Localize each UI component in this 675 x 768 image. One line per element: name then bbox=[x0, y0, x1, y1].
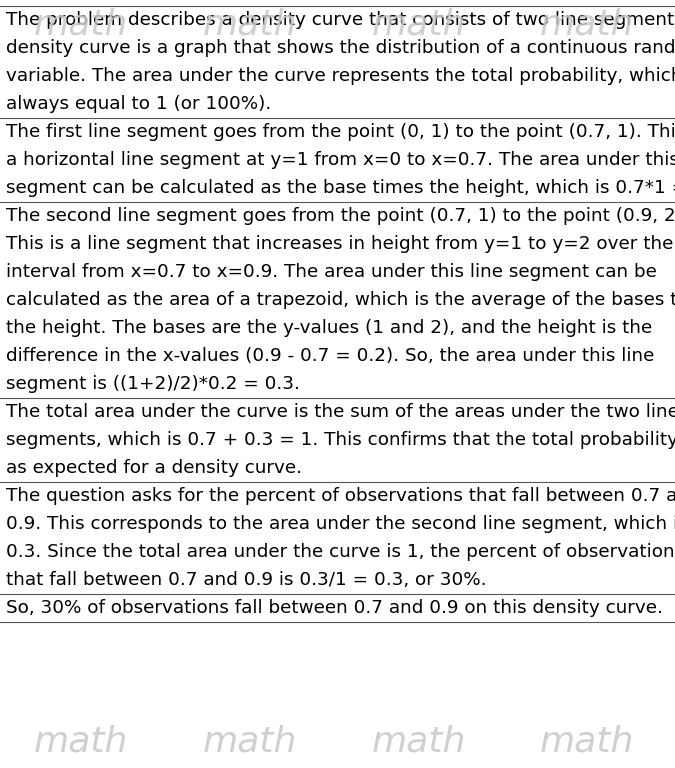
Text: segments, which is 0.7 + 0.3 = 1. This confirms that the total probability is 1,: segments, which is 0.7 + 0.3 = 1. This c… bbox=[6, 431, 675, 449]
Text: math: math bbox=[34, 724, 128, 758]
Text: variable. The area under the curve represents the total probability, which is: variable. The area under the curve repre… bbox=[6, 67, 675, 85]
Text: segment can be calculated as the base times the height, which is 0.7*1 = 0.7.: segment can be calculated as the base ti… bbox=[6, 179, 675, 197]
Text: The total area under the curve is the sum of the areas under the two line: The total area under the curve is the su… bbox=[6, 403, 675, 421]
Text: a horizontal line segment at y=1 from x=0 to x=0.7. The area under this line: a horizontal line segment at y=1 from x=… bbox=[6, 151, 675, 169]
Text: math: math bbox=[202, 8, 297, 41]
Text: math: math bbox=[540, 724, 634, 758]
Text: difference in the x-values (0.9 - 0.7 = 0.2). So, the area under this line: difference in the x-values (0.9 - 0.7 = … bbox=[6, 347, 654, 365]
Text: math: math bbox=[202, 724, 297, 758]
Text: 0.3. Since the total area under the curve is 1, the percent of observations: 0.3. Since the total area under the curv… bbox=[6, 543, 675, 561]
Text: So, 30% of observations fall between 0.7 and 0.9 on this density curve.: So, 30% of observations fall between 0.7… bbox=[6, 599, 663, 617]
Text: always equal to 1 (or 100%).: always equal to 1 (or 100%). bbox=[6, 95, 271, 113]
Text: math: math bbox=[371, 8, 466, 41]
Text: as expected for a density curve.: as expected for a density curve. bbox=[6, 459, 302, 477]
Text: the height. The bases are the y-values (1 and 2), and the height is the: the height. The bases are the y-values (… bbox=[6, 319, 652, 337]
Text: The problem describes a density curve that consists of two line segments. A: The problem describes a density curve th… bbox=[6, 11, 675, 29]
Text: 0.9. This corresponds to the area under the second line segment, which is: 0.9. This corresponds to the area under … bbox=[6, 515, 675, 533]
Text: The second line segment goes from the point (0.7, 1) to the point (0.9, 2).: The second line segment goes from the po… bbox=[6, 207, 675, 225]
Text: This is a line segment that increases in height from y=1 to y=2 over the: This is a line segment that increases in… bbox=[6, 235, 674, 253]
Text: The first line segment goes from the point (0, 1) to the point (0.7, 1). This is: The first line segment goes from the poi… bbox=[6, 123, 675, 141]
Text: density curve is a graph that shows the distribution of a continuous random: density curve is a graph that shows the … bbox=[6, 39, 675, 57]
Text: calculated as the area of a trapezoid, which is the average of the bases times: calculated as the area of a trapezoid, w… bbox=[6, 291, 675, 309]
Text: interval from x=0.7 to x=0.9. The area under this line segment can be: interval from x=0.7 to x=0.9. The area u… bbox=[6, 263, 657, 281]
Text: that fall between 0.7 and 0.9 is 0.3/1 = 0.3, or 30%.: that fall between 0.7 and 0.9 is 0.3/1 =… bbox=[6, 571, 487, 589]
Text: math: math bbox=[540, 8, 634, 41]
Text: math: math bbox=[34, 8, 128, 41]
Text: math: math bbox=[371, 724, 466, 758]
Text: The question asks for the percent of observations that fall between 0.7 and: The question asks for the percent of obs… bbox=[6, 487, 675, 505]
Text: segment is ((1+2)/2)*0.2 = 0.3.: segment is ((1+2)/2)*0.2 = 0.3. bbox=[6, 375, 300, 393]
